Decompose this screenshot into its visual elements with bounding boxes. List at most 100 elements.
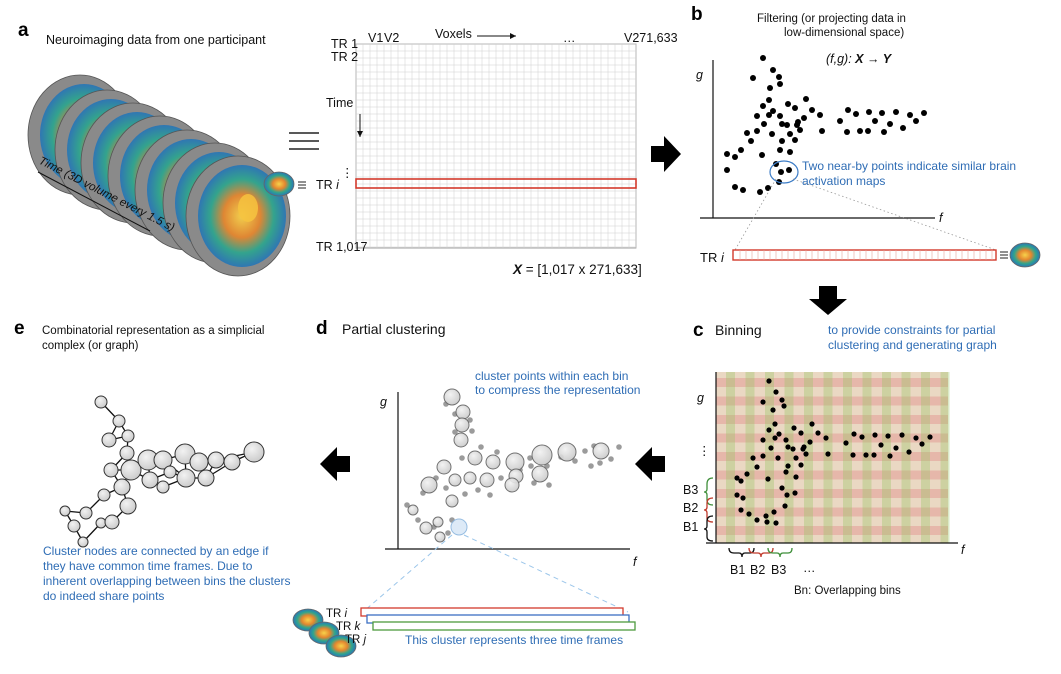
scatter-point	[809, 421, 815, 427]
scatter-point	[734, 475, 740, 481]
col-bin-band	[726, 372, 735, 543]
scatter-point	[878, 442, 884, 448]
cluster-member-point	[498, 475, 504, 481]
scatter-point	[769, 131, 775, 137]
row-bin-band	[716, 378, 948, 387]
scatter-point	[772, 435, 778, 441]
cluster-node	[434, 531, 446, 543]
scatter-point	[791, 425, 797, 431]
three-brain-icons	[292, 608, 357, 658]
scatter-point	[803, 96, 809, 102]
scatter-point	[740, 187, 746, 193]
cluster-member-point	[531, 480, 537, 486]
cluster-member-point	[616, 444, 622, 450]
scatter-point	[738, 147, 744, 153]
row-label-tr1: TR 1	[331, 37, 358, 51]
time-label: Time	[326, 96, 353, 110]
scatter-point	[777, 81, 783, 87]
scatter-point	[779, 397, 785, 403]
col-bin-band	[921, 372, 930, 543]
panel-c: c Binning to provide constraints for par…	[683, 320, 997, 597]
row-bin-band	[716, 433, 948, 443]
scatter-point	[738, 478, 744, 484]
cluster-node	[505, 452, 525, 472]
graph-node	[94, 395, 108, 409]
scatter-point	[754, 113, 760, 119]
panel-c-axis-x-label: f	[961, 543, 966, 557]
near-points-highlight	[769, 160, 799, 184]
graph-node	[67, 519, 81, 533]
tr-j-label: TR j	[345, 634, 367, 646]
cluster-node	[420, 476, 438, 494]
panel-e-note-1: Cluster nodes are connected by an edge i…	[43, 544, 269, 558]
cluster-member-point	[546, 482, 552, 488]
graph-node	[101, 432, 117, 448]
col-bin-band	[765, 372, 774, 543]
scatter-point	[850, 452, 856, 458]
row-strip-border	[732, 249, 997, 261]
graph-node	[223, 453, 241, 471]
scatter-point	[899, 432, 905, 438]
scatter-point	[785, 463, 791, 469]
arrow-d-to-e	[320, 447, 350, 481]
cluster-node	[443, 388, 461, 406]
col-label-v1: V1	[368, 31, 383, 45]
cluster-member-point	[597, 460, 603, 466]
scatter-point	[866, 109, 872, 115]
col-bin-band	[843, 372, 852, 543]
row-brace-b2	[703, 497, 714, 523]
scatter-point	[803, 451, 809, 457]
scatter-point	[871, 452, 877, 458]
col-bin-band	[862, 372, 872, 543]
row-dots: ⋮	[341, 166, 354, 180]
scatter-point	[844, 129, 850, 135]
col-bin-band	[823, 372, 833, 543]
scatter-point	[724, 167, 730, 173]
scatter-point	[879, 110, 885, 116]
col-bin-band	[745, 372, 755, 543]
scatter-point	[760, 399, 766, 405]
col-bin-ellipsis: …	[803, 561, 816, 575]
cluster-note: This cluster represents three time frame…	[405, 633, 623, 647]
graph-node	[120, 459, 142, 481]
graph-node	[156, 480, 170, 494]
scatter-point	[740, 495, 746, 501]
scatter-point	[783, 469, 789, 475]
scatter-point	[819, 128, 825, 134]
col-bin-band	[882, 372, 891, 543]
scatter-point	[927, 434, 933, 440]
scatter-point	[732, 184, 738, 190]
panel-e-note-4: do indeed share points	[43, 589, 164, 603]
scatter-point	[779, 138, 785, 144]
scatter-point	[750, 75, 756, 81]
graph-node	[153, 450, 173, 470]
scatter-point	[768, 445, 774, 451]
panel-b-scatter	[724, 55, 927, 195]
cluster-member-point	[469, 428, 475, 434]
scatter-point	[792, 105, 798, 111]
scatter-point	[778, 169, 784, 175]
scatter-point	[815, 430, 821, 436]
scatter-point	[766, 427, 772, 433]
scatter-point	[872, 118, 878, 124]
cluster-member-point	[494, 449, 500, 455]
scatter-point	[792, 490, 798, 496]
col-bin-band	[940, 372, 950, 543]
scatter-point	[785, 101, 791, 107]
cluster-node	[592, 442, 610, 460]
equals-lines	[289, 132, 319, 150]
row-strip-brain-icon	[1000, 242, 1041, 268]
scatter-point	[764, 519, 770, 525]
scatter-point	[748, 138, 754, 144]
scatter-point	[807, 439, 813, 445]
scatter-point	[863, 452, 869, 458]
scatter-point	[767, 85, 773, 91]
guide-right	[792, 178, 997, 251]
row-label-tr-i: TR i	[316, 178, 340, 192]
graph-node	[189, 452, 209, 472]
graph-node	[119, 497, 137, 515]
scatter-point	[817, 112, 823, 118]
brain-slice-hotspot	[238, 194, 258, 222]
scatter-point	[776, 431, 782, 437]
